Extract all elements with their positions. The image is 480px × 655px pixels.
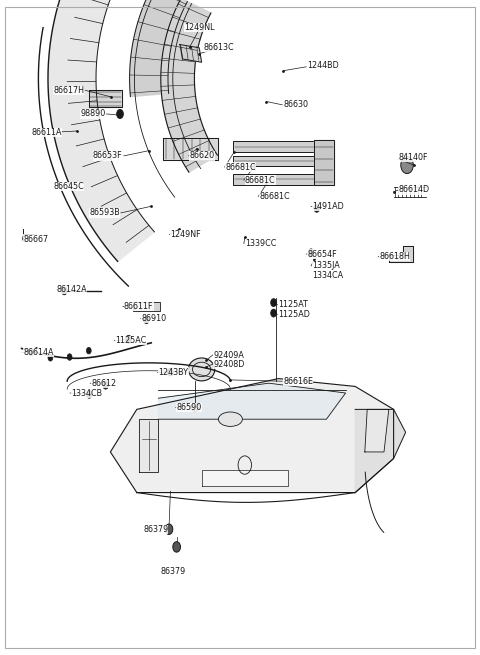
Bar [233, 141, 317, 152]
Bar [233, 156, 317, 166]
Text: 86681C: 86681C [226, 162, 256, 172]
Text: 1335JA: 1335JA [312, 261, 340, 271]
Text: 86614D: 86614D [398, 185, 430, 195]
Circle shape [29, 349, 34, 356]
Text: 1243BY: 1243BY [158, 367, 188, 377]
Circle shape [117, 109, 123, 119]
Text: 1125AT: 1125AT [278, 300, 308, 309]
Text: 86620: 86620 [190, 151, 215, 160]
Text: 1249NL: 1249NL [184, 23, 215, 32]
Text: 86681C: 86681C [245, 176, 276, 185]
Polygon shape [314, 140, 334, 185]
Circle shape [168, 368, 173, 376]
Circle shape [48, 354, 53, 361]
Text: 86630: 86630 [283, 100, 308, 109]
Text: 1125AC: 1125AC [115, 336, 146, 345]
Text: 1125AD: 1125AD [278, 310, 310, 319]
Polygon shape [365, 409, 389, 452]
Text: 84140F: 84140F [398, 153, 428, 162]
Polygon shape [180, 45, 202, 62]
Circle shape [86, 390, 92, 398]
Text: 86379: 86379 [143, 525, 168, 534]
Circle shape [401, 157, 413, 174]
Polygon shape [161, 0, 217, 172]
Polygon shape [139, 419, 158, 472]
Text: 92408D: 92408D [214, 360, 245, 369]
Text: 86681C: 86681C [259, 192, 290, 201]
Text: 1334CB: 1334CB [71, 388, 102, 398]
Text: 1491AD: 1491AD [312, 202, 344, 211]
Text: 86611A: 86611A [31, 128, 62, 137]
Text: 86142A: 86142A [57, 285, 87, 294]
Ellipse shape [188, 358, 215, 381]
Text: 1339CC: 1339CC [245, 239, 276, 248]
Circle shape [126, 335, 132, 343]
Polygon shape [202, 470, 288, 486]
Ellipse shape [191, 403, 199, 411]
Circle shape [61, 287, 67, 295]
Polygon shape [163, 138, 218, 160]
Polygon shape [110, 379, 394, 493]
Text: 1244BD: 1244BD [307, 61, 339, 70]
Polygon shape [389, 246, 413, 262]
Text: 1249NF: 1249NF [170, 230, 201, 239]
Text: 86611F: 86611F [124, 302, 153, 311]
Polygon shape [158, 383, 346, 419]
Text: 98890: 98890 [80, 109, 106, 119]
Text: 86645C: 86645C [53, 182, 84, 191]
Circle shape [67, 354, 72, 360]
Circle shape [165, 524, 173, 534]
Polygon shape [355, 409, 406, 493]
Text: 86613C: 86613C [203, 43, 234, 52]
Text: 86617H: 86617H [53, 86, 84, 95]
Polygon shape [130, 0, 187, 96]
Circle shape [314, 204, 320, 212]
Circle shape [103, 381, 108, 389]
Circle shape [173, 542, 180, 552]
Text: 86590: 86590 [177, 403, 202, 412]
Polygon shape [48, 0, 155, 261]
Ellipse shape [218, 412, 242, 426]
Circle shape [271, 299, 276, 307]
Circle shape [86, 347, 91, 354]
Text: 86616E: 86616E [283, 377, 313, 386]
Bar [133, 302, 160, 311]
Text: 92409A: 92409A [214, 350, 244, 360]
Text: 86618H: 86618H [379, 252, 410, 261]
Bar [233, 174, 317, 185]
Circle shape [308, 249, 314, 257]
Text: 86612: 86612 [91, 379, 116, 388]
Text: 86910: 86910 [142, 314, 167, 323]
Polygon shape [89, 90, 122, 107]
Circle shape [144, 316, 149, 324]
Text: 86654F: 86654F [307, 250, 337, 259]
Text: 86379: 86379 [161, 567, 186, 576]
Circle shape [271, 309, 276, 317]
Text: 86593B: 86593B [89, 208, 120, 217]
Text: 86653F: 86653F [93, 151, 122, 160]
Text: 1334CA: 1334CA [312, 271, 343, 280]
Text: 86667: 86667 [23, 234, 48, 244]
Text: 86614A: 86614A [23, 348, 54, 357]
